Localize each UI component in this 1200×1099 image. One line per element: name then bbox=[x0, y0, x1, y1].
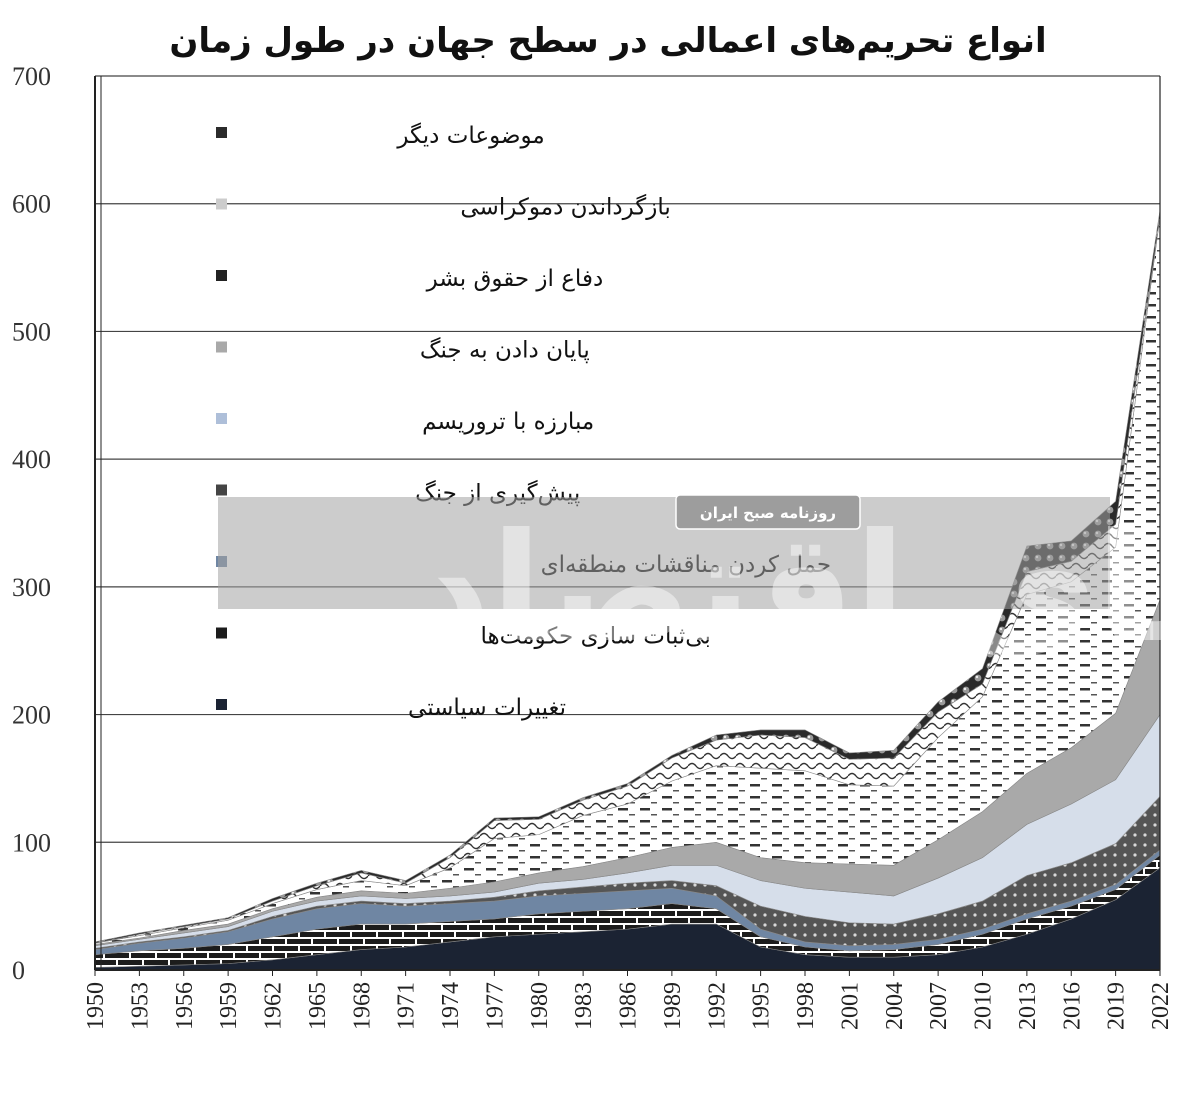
x-tick-label-1971: 1971 bbox=[394, 982, 420, 1030]
legend-swatch-6 bbox=[216, 341, 227, 353]
y-tick-label-100: 100 bbox=[12, 828, 51, 857]
x-tick-label-1980: 1980 bbox=[527, 982, 553, 1030]
y-tick-label-700: 700 bbox=[12, 62, 51, 91]
x-tick-label-1968: 1968 bbox=[349, 982, 375, 1030]
x-tick-label-1950: 1950 bbox=[83, 982, 109, 1030]
x-tick-label-1986: 1986 bbox=[616, 982, 642, 1030]
y-tick-label-200: 200 bbox=[12, 701, 51, 730]
legend-label-9: موضوعات دیگر bbox=[396, 122, 544, 149]
x-tick-label-1974: 1974 bbox=[438, 982, 464, 1030]
x-tick-label-2016: 2016 bbox=[1059, 982, 1085, 1030]
legend-label-1: تغییرات سیاستی bbox=[408, 695, 566, 721]
legend-label-8: بازگرداندن دموکراسی bbox=[460, 194, 670, 221]
y-tick-label-600: 600 bbox=[12, 190, 51, 219]
x-tick-label-1995: 1995 bbox=[749, 982, 775, 1030]
x-tick-label-1992: 1992 bbox=[704, 982, 730, 1030]
legend-swatch-2 bbox=[216, 627, 227, 639]
watermark-caption: روزنامه صبح ایران bbox=[700, 504, 836, 522]
x-tick-label-2019: 2019 bbox=[1104, 982, 1130, 1030]
x-tick-label-2022: 2022 bbox=[1148, 982, 1174, 1030]
x-tick-label-1962: 1962 bbox=[261, 982, 287, 1030]
legend-label-7: دفاع از حقوق بشر bbox=[426, 266, 604, 292]
y-tick-label-500: 500 bbox=[12, 317, 51, 346]
watermark-band bbox=[218, 497, 1110, 609]
x-tick-label-2001: 2001 bbox=[837, 982, 863, 1030]
legend-swatch-7 bbox=[216, 270, 227, 281]
legend-swatch-4 bbox=[216, 484, 227, 496]
legend-swatch-5 bbox=[216, 413, 227, 424]
x-tick-label-1953: 1953 bbox=[127, 982, 153, 1030]
y-tick-label-400: 400 bbox=[12, 445, 51, 474]
legend-swatch-1 bbox=[216, 699, 227, 710]
x-tick-label-2007: 2007 bbox=[926, 982, 952, 1030]
x-tick-labels: 1950 1953 1956 1959 1962 1965 1968 1971 1974 1977… bbox=[83, 970, 1174, 1030]
legend-swatch-8 bbox=[216, 198, 227, 210]
x-tick-label-2013: 2013 bbox=[1015, 982, 1041, 1030]
x-tick-label-1983: 1983 bbox=[571, 982, 597, 1030]
y-tick-labels: 0 100 200 300 400 500 600 700 bbox=[12, 62, 51, 985]
watermark-logo-text: دنیای اقتصاد bbox=[414, 502, 1200, 676]
y-tick-label-300: 300 bbox=[12, 573, 51, 602]
x-tick-label-1998: 1998 bbox=[793, 982, 819, 1030]
legend-label-2: بی‌ثبات سازی حکومت‌ها bbox=[480, 624, 710, 650]
x-tick-label-1989: 1989 bbox=[660, 982, 686, 1030]
legend-swatch-9 bbox=[216, 127, 227, 138]
x-tick-label-1977: 1977 bbox=[482, 982, 508, 1030]
x-tick-label-1959: 1959 bbox=[216, 982, 242, 1030]
x-tick-label-2004: 2004 bbox=[882, 982, 908, 1030]
x-tick-label-2010: 2010 bbox=[971, 982, 997, 1030]
legend-label-6: پایان دادن به جنگ bbox=[420, 337, 590, 364]
legend-label-5: مبارزه با تروریسم bbox=[422, 409, 594, 435]
x-tick-label-1965: 1965 bbox=[305, 982, 331, 1030]
watermark-caption-box bbox=[675, 494, 861, 530]
x-tick-label-1956: 1956 bbox=[172, 982, 198, 1030]
chart-title: انواع تحریم‌های اعمالی در سطح جهان در طو… bbox=[169, 21, 1046, 61]
y-tick-label-0: 0 bbox=[12, 956, 25, 985]
watermark: دنیای اقتصاد روزنامه صبح ایران bbox=[218, 494, 1200, 676]
